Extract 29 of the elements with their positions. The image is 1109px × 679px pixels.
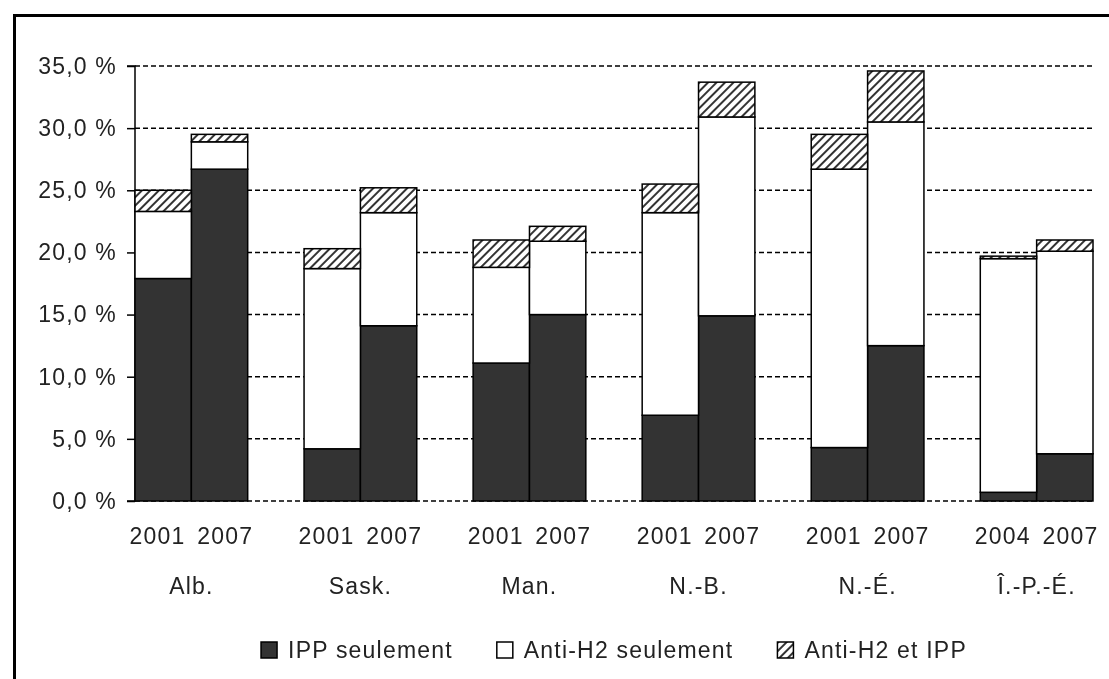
y-tick-label: 15,0 % bbox=[38, 301, 117, 328]
y-tick-label: 35,0 % bbox=[38, 52, 117, 79]
x-tick-label: 2007 bbox=[1042, 523, 1099, 550]
x-tick-label: 2001 bbox=[129, 523, 186, 550]
x-tick-label: 2001 bbox=[298, 523, 355, 550]
y-tick-label: 5,0 % bbox=[52, 425, 117, 452]
x-tick-label: 2007 bbox=[197, 523, 254, 550]
x-tick-label: 2007 bbox=[873, 523, 930, 550]
x-tick-label: 2004 bbox=[974, 523, 1031, 550]
text: N.-É. bbox=[838, 573, 897, 600]
x-tick-label: 2007 bbox=[535, 523, 592, 550]
y-tick-label: 20,0 % bbox=[38, 239, 117, 266]
y-tick-label: 0,0 % bbox=[52, 487, 117, 514]
text: N.-B. bbox=[669, 573, 728, 600]
x-tick-label: 2007 bbox=[704, 523, 761, 550]
x-tick-label: 2001 bbox=[636, 523, 693, 550]
x-tick-label: 2001 bbox=[467, 523, 524, 550]
x-tick-label: 2007 bbox=[366, 523, 423, 550]
legend-label: Anti-H2 seulement bbox=[523, 637, 734, 664]
x-tick-label: 2001 bbox=[805, 523, 862, 550]
y-tick-label: 10,0 % bbox=[38, 363, 117, 390]
text: Alb. bbox=[169, 573, 214, 600]
legend-label: Anti-H2 et IPP bbox=[804, 637, 967, 664]
text: Man. bbox=[501, 573, 558, 600]
text: Sask. bbox=[328, 573, 393, 600]
legend-label: IPP seulement bbox=[288, 637, 453, 664]
y-tick-label: 30,0 % bbox=[38, 115, 117, 141]
y-tick-label: 25,0 % bbox=[38, 177, 117, 204]
text: Î.-P.-É. bbox=[996, 573, 1076, 600]
